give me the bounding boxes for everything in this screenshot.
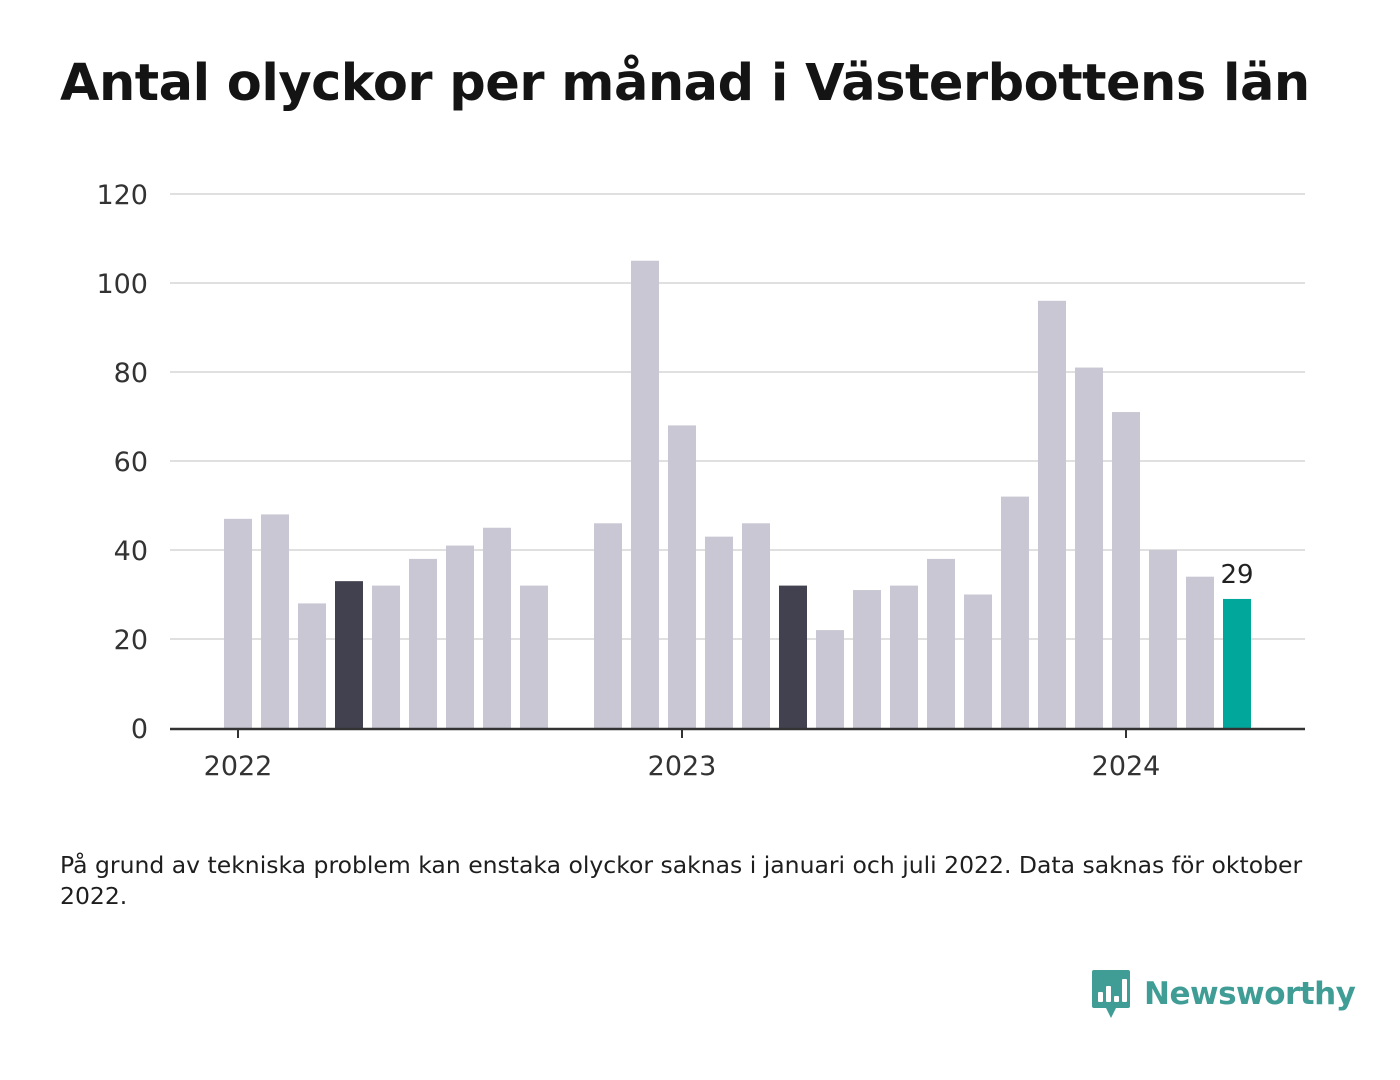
bar-2023-11 [1038,300,1066,728]
newsworthy-logo-icon [1092,970,1130,1018]
y-tick-label: 0 [131,714,148,745]
bar-2024-02 [1149,550,1177,728]
y-tick-label: 20 [114,625,148,656]
bar-2022-05 [372,585,400,728]
bar-2022-04 [335,581,363,728]
bar-2024-01 [1112,412,1140,728]
y-tick-label: 80 [114,358,148,389]
bar-2024-04 [1223,598,1251,728]
bar-2023-05 [816,630,844,728]
footnote: På grund av tekniska problem kan enstaka… [60,851,1303,910]
x-tick-label-2023: 2023 [648,751,717,782]
bar-2024-03 [1186,576,1214,728]
bar-2022-07 [446,545,474,728]
y-tick-label: 100 [96,269,148,300]
bar-2023-01 [668,425,696,728]
bar-2022-09 [520,585,548,728]
bar-2023-07 [890,585,918,728]
bar-2022-11 [594,523,622,728]
x-tick-label-2024: 2024 [1092,751,1161,782]
y-tick-label: 120 [96,180,148,211]
bar-2023-12 [1075,367,1103,728]
data-label: 29 [1220,560,1253,590]
bar-2022-06 [409,558,437,728]
bar-2023-02 [705,536,733,728]
bar-2022-02 [261,514,289,728]
y-tick-label: 60 [114,447,148,478]
chart-title: Antal olyckor per månad i Västerbottens … [60,54,1310,113]
bar-2023-08 [927,558,955,728]
brand-name: Newsworthy [1144,976,1356,1012]
bar-2023-10 [1001,496,1029,728]
x-tick-label-2022: 2022 [204,751,273,782]
bar-2023-06 [853,590,881,728]
brand-logo: Newsworthy [1090,968,1356,1020]
bar-2022-01 [224,518,252,728]
y-tick-label: 40 [114,536,148,567]
bar-2022-12 [631,260,659,728]
bar-2023-03 [742,523,770,728]
bar-2022-08 [483,527,511,728]
bar-chart: 0 20 40 60 80 100 120 2022 2023 2024 29 [96,180,1305,782]
bar-2023-04 [779,585,807,728]
bar-2022-03 [298,603,326,728]
bar-2023-09 [964,594,992,728]
